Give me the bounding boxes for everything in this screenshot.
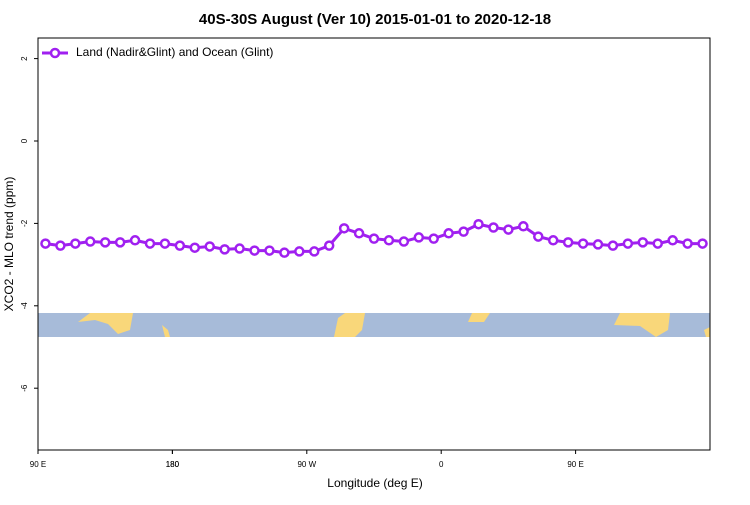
- data-point: [323, 240, 335, 251]
- data-point: [144, 238, 156, 249]
- map-strip: [38, 313, 710, 337]
- data-point: [114, 237, 126, 248]
- chart-title: 40S-30S August (Ver 10) 2015-01-01 to 20…: [199, 11, 551, 28]
- legend-marker: [49, 47, 61, 59]
- data-point: [518, 221, 529, 232]
- x-tick-label: 90 E: [30, 460, 46, 469]
- x-tick-label: 0: [439, 460, 444, 469]
- data-point: [592, 239, 604, 250]
- data-point: [279, 247, 290, 258]
- legend-label: Land (Nadir&Glint) and Ocean (Glint): [76, 45, 273, 59]
- data-point: [129, 235, 141, 246]
- data-point: [40, 238, 51, 249]
- data-point: [353, 228, 365, 239]
- x-tick-label: 90 E: [567, 460, 583, 469]
- data-point: [249, 245, 260, 256]
- y-axis-label: XCO2 - MLO trend (ppm): [2, 177, 16, 312]
- x-tick-label: 180: [166, 460, 180, 469]
- data-point: [577, 238, 589, 249]
- data-point: [637, 237, 649, 248]
- y-tick-label: -2: [20, 219, 29, 227]
- data-point: [294, 246, 305, 257]
- plot-frame: [37, 37, 711, 451]
- data-point: [368, 233, 380, 244]
- data-point: [533, 231, 544, 242]
- data-point: [219, 244, 230, 255]
- data-point: [547, 235, 559, 246]
- data-point: [607, 240, 619, 251]
- data-point: [488, 222, 499, 233]
- data-point: [503, 224, 514, 235]
- y-tick-label: 2: [20, 56, 29, 61]
- data-point: [264, 245, 275, 256]
- data-point: [309, 246, 320, 257]
- data-point: [562, 237, 574, 248]
- data-point: [174, 240, 186, 251]
- data-point: [667, 235, 678, 246]
- data-point: [428, 233, 439, 244]
- y-tick-label: -6: [20, 384, 29, 392]
- data-point: [338, 223, 350, 234]
- data-point: [682, 238, 693, 249]
- data-point: [383, 235, 395, 246]
- data-point: [443, 228, 454, 239]
- data-point: [189, 242, 201, 253]
- data-point: [159, 238, 171, 249]
- data-point: [234, 243, 245, 254]
- data-point: [413, 232, 425, 243]
- x-tick-label: 180: [166, 460, 180, 469]
- x-tick-label: 90 W: [297, 460, 316, 469]
- data-point: [70, 238, 81, 249]
- data-point: [55, 240, 66, 251]
- data-point: [697, 238, 708, 249]
- data-point: [398, 236, 410, 247]
- data-point: [652, 238, 663, 249]
- x-axis-label: Longitude (deg E): [327, 476, 422, 490]
- y-tick-label: 0: [20, 138, 29, 143]
- data-point: [204, 241, 215, 252]
- y-tick-label: -4: [20, 302, 29, 310]
- data-point: [458, 226, 469, 237]
- data-point: [473, 218, 484, 230]
- data-point: [622, 238, 634, 249]
- data-point: [85, 236, 96, 247]
- data-point: [99, 237, 111, 248]
